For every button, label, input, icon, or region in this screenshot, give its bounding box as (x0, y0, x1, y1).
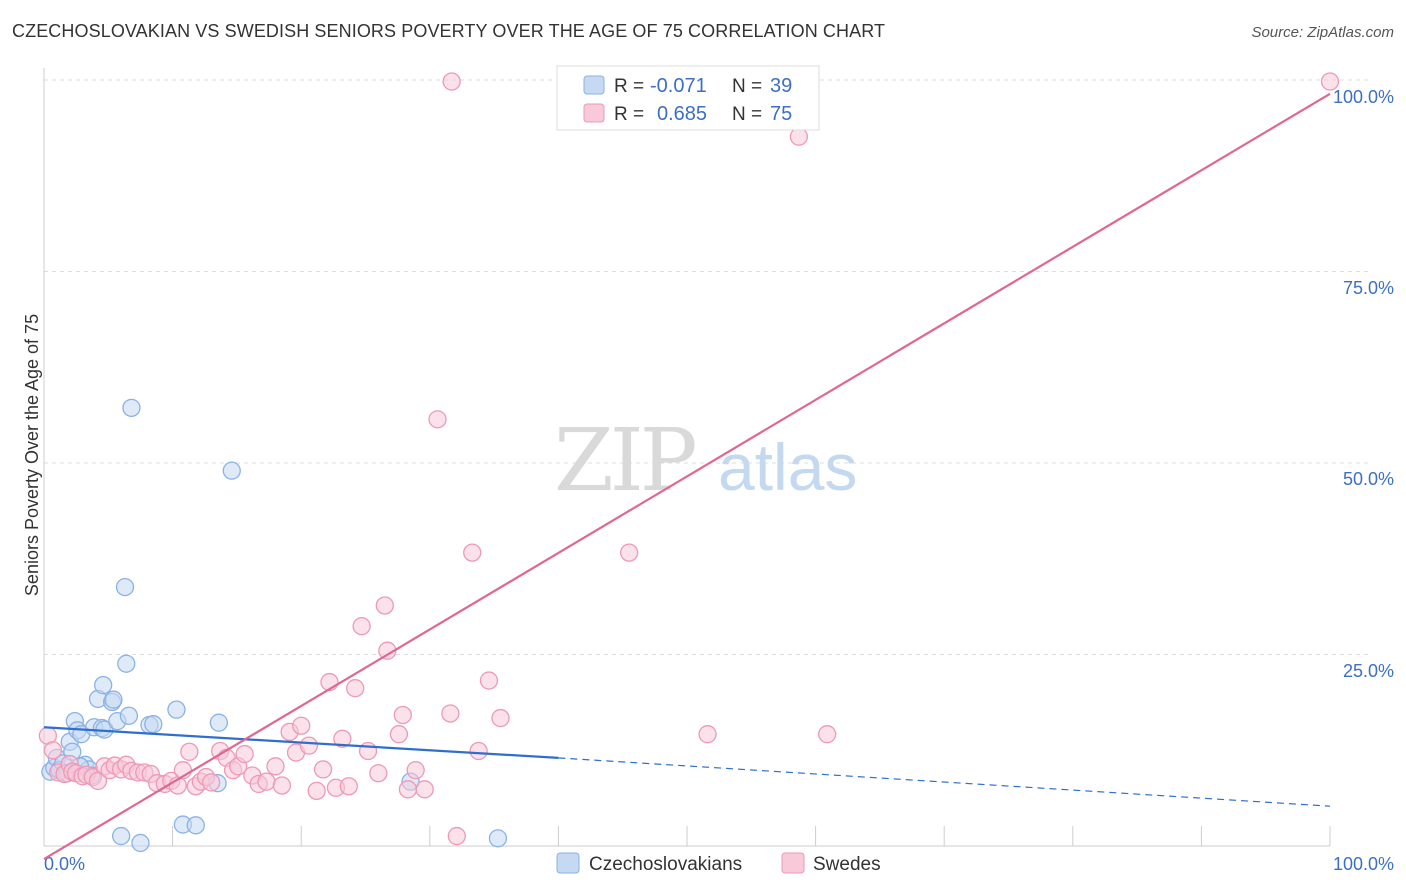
trendline-czechoslovakians (43, 726, 559, 760)
point-swedes-69 (619, 543, 639, 562)
point-swedes-70 (698, 725, 717, 744)
watermark-zip: ZIP (554, 411, 695, 511)
point-swedes-53 (369, 764, 388, 783)
x-tick-label-100: 100.0% (1333, 854, 1394, 874)
bottom-legend: Czechoslovakians Swedes (556, 852, 881, 875)
point-swedes-51 (352, 617, 371, 636)
point-swedes-60 (415, 780, 434, 799)
point-swedes-50 (346, 679, 365, 698)
stats-legend-swatch-czechoslovakians (583, 75, 605, 95)
stats-r-label-swedes: R = (614, 104, 644, 125)
legend-swatch-swedes (781, 852, 805, 874)
series-swedes-points (38, 72, 1340, 846)
source-credit: Source: ZipAtlas.com (1251, 24, 1394, 41)
point-czechoslovakians-17 (94, 675, 113, 695)
point-swedes-61 (428, 410, 447, 429)
point-swedes-59 (406, 761, 425, 780)
gridlines (44, 79, 1370, 655)
point-swedes-58 (398, 780, 418, 799)
y-tick-label-50: 50.0% (1343, 469, 1394, 489)
stats-n-value-czechoslovakians: 39 (770, 75, 792, 97)
point-czechoslovakians-25 (122, 398, 141, 417)
point-czechoslovakians-32 (186, 816, 205, 835)
point-czechoslovakians-29 (144, 715, 163, 734)
y-tick-label-100: 100.0% (1333, 87, 1394, 107)
stats-legend: R = -0.071 N = 39 R = 0.685 N = 75 (556, 65, 820, 131)
legend-label-czechoslovakians: Czechoslovakians (589, 854, 742, 875)
y-tick-label-25: 25.0% (1343, 661, 1394, 681)
point-swedes-74 (1320, 72, 1340, 91)
point-swedes-68 (442, 72, 461, 91)
point-czechoslovakians-22 (112, 826, 131, 846)
point-swedes-63 (447, 826, 466, 846)
point-swedes-66 (479, 671, 499, 690)
point-swedes-44 (307, 781, 326, 800)
point-swedes-57 (393, 705, 412, 725)
point-swedes-1 (43, 741, 63, 760)
point-swedes-38 (266, 757, 285, 776)
point-swedes-73 (818, 725, 837, 744)
x-tick-label-0: 0.0% (44, 854, 85, 874)
stats-n-value-swedes: 75 (770, 103, 792, 125)
point-swedes-48 (333, 729, 352, 748)
trendline-swedes (43, 92, 1331, 860)
stats-r-value-swedes: 0.685 (657, 103, 707, 125)
point-swedes-37 (257, 772, 276, 791)
point-swedes-56 (389, 725, 409, 744)
point-swedes-54 (375, 596, 394, 615)
stats-r-value-czechoslovakians: -0.071 (650, 75, 707, 97)
point-czechoslovakians-23 (117, 654, 136, 673)
stats-n-label-swedes: N = (732, 104, 762, 125)
watermark-atlas: atlas (718, 430, 857, 504)
point-swedes-29 (202, 773, 221, 792)
point-czechoslovakians-20 (104, 690, 123, 709)
stats-legend-swatch-swedes (583, 103, 605, 123)
watermark: ZIP atlas (554, 411, 857, 511)
legend-label-swedes: Swedes (813, 854, 881, 875)
point-czechoslovakians-24 (119, 706, 139, 725)
y-axis-label: Seniors Poverty Over the Age of 75 (22, 314, 42, 596)
point-swedes-64 (463, 543, 482, 562)
x-tick-marks (172, 826, 1331, 846)
point-swedes-49 (339, 777, 358, 796)
point-czechoslovakians-27 (131, 833, 150, 853)
point-czechoslovakians-34 (209, 713, 229, 732)
point-swedes-42 (292, 716, 311, 735)
point-czechoslovakians-26 (115, 577, 135, 597)
point-swedes-34 (235, 744, 254, 764)
trendline-czechoslovakians-extension (558, 757, 1331, 807)
point-swedes-72 (789, 127, 809, 146)
point-swedes-62 (441, 704, 460, 723)
point-swedes-43 (299, 736, 319, 755)
point-swedes-52 (358, 741, 378, 761)
point-swedes-67 (491, 708, 510, 728)
point-czechoslovakians-37 (488, 829, 508, 848)
point-czechoslovakians-35 (222, 461, 241, 480)
stats-n-label-czechoslovakians: N = (732, 76, 762, 97)
point-swedes-65 (469, 741, 488, 761)
point-czechoslovakians-30 (167, 700, 186, 719)
point-swedes-39 (272, 776, 292, 795)
legend-swatch-czechoslovakians (556, 852, 580, 874)
chart-title: CZECHOSLOVAKIAN VS SWEDISH SENIORS POVER… (12, 21, 886, 41)
y-tick-label-75: 75.0% (1343, 278, 1394, 298)
point-swedes-25 (180, 742, 199, 761)
stats-r-label-czechoslovakians: R = (614, 76, 644, 97)
point-swedes-45 (313, 760, 333, 779)
trendlines (43, 92, 1331, 860)
